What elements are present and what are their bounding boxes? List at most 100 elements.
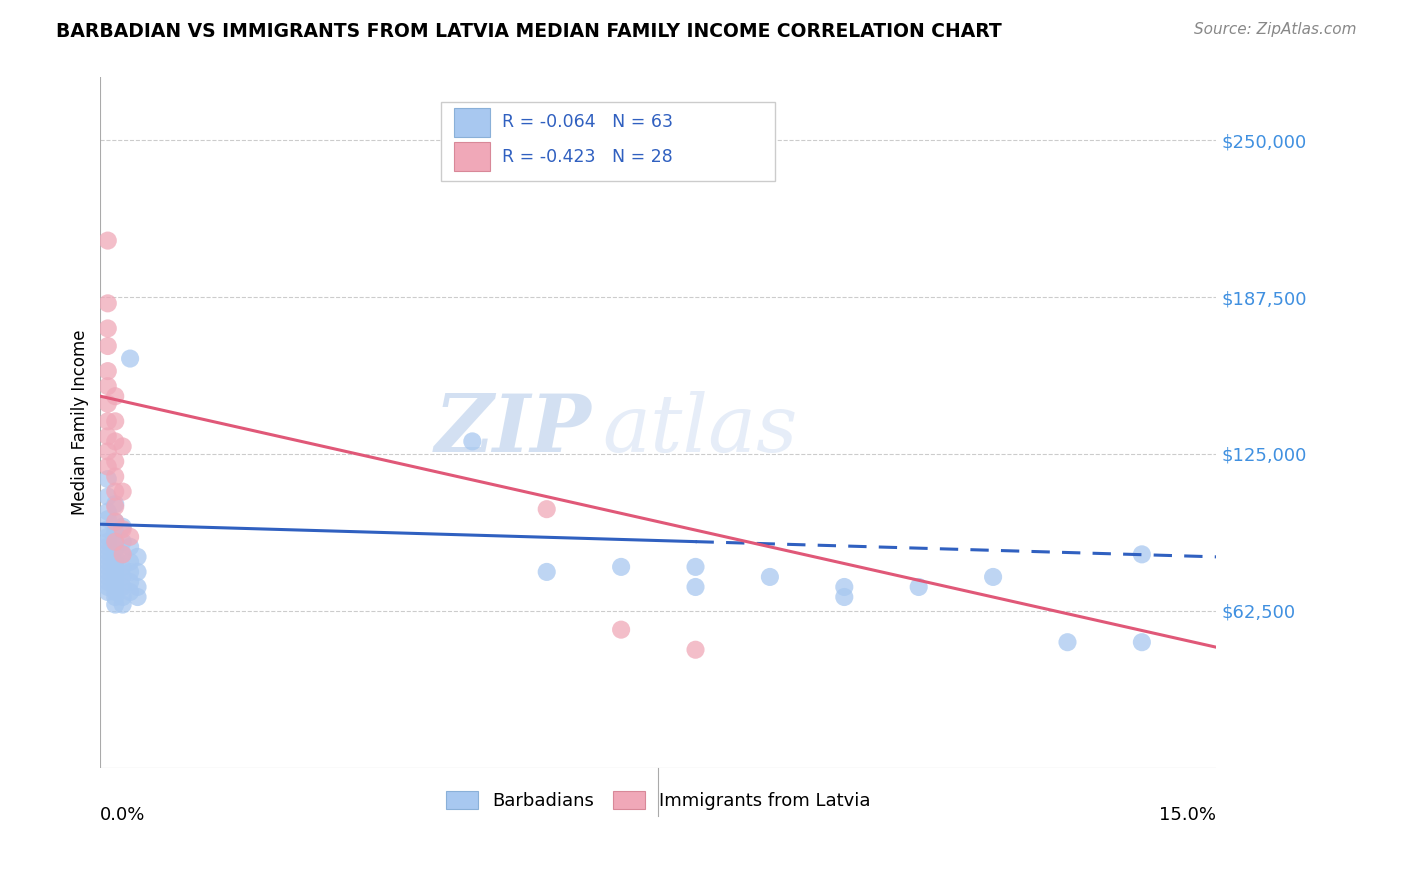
Point (104, 565, 127, 579)
Point (111, 547, 134, 561)
Y-axis label: Median Family Income: Median Family Income (72, 330, 89, 516)
Point (104, 542, 127, 557)
Point (104, 524, 127, 539)
Point (111, 598, 134, 612)
Point (536, 502, 558, 516)
Text: R = -0.064   N = 63: R = -0.064 N = 63 (502, 113, 673, 131)
Point (97, 459, 120, 474)
Point (104, 484, 127, 499)
Point (97, 540, 120, 554)
Point (104, 549, 127, 564)
Point (97, 364, 120, 378)
Point (907, 580, 929, 594)
Point (97, 574, 120, 589)
Point (97, 560, 120, 574)
Point (127, 549, 149, 564)
Point (104, 534, 127, 549)
Point (127, 565, 149, 579)
Point (610, 623, 633, 637)
Text: atlas: atlas (603, 391, 797, 468)
Point (981, 570, 1004, 584)
Point (97, 321, 120, 335)
Point (97, 555, 120, 569)
Point (97, 565, 120, 579)
Point (111, 534, 134, 549)
Point (104, 580, 127, 594)
Point (104, 574, 127, 589)
Point (97, 512, 120, 526)
Point (97, 379, 120, 393)
Point (104, 570, 127, 584)
Point (97, 549, 120, 564)
Point (104, 534, 127, 549)
Point (120, 351, 142, 366)
Point (104, 555, 127, 569)
Text: BARBADIAN VS IMMIGRANTS FROM LATVIA MEDIAN FAMILY INCOME CORRELATION CHART: BARBADIAN VS IMMIGRANTS FROM LATVIA MEDI… (56, 22, 1002, 41)
Bar (454, 143, 489, 171)
Point (97, 234, 120, 248)
Point (104, 590, 127, 604)
Point (610, 560, 633, 574)
Point (104, 515, 127, 529)
Text: Source: ZipAtlas.com: Source: ZipAtlas.com (1194, 22, 1357, 37)
Point (97, 296, 120, 310)
Point (97, 472, 120, 486)
Point (104, 515, 127, 529)
Point (104, 560, 127, 574)
Point (97, 545, 120, 559)
Point (1056, 635, 1078, 649)
Text: 0.0%: 0.0% (100, 805, 146, 823)
Point (127, 590, 149, 604)
Point (685, 642, 707, 657)
Point (104, 598, 127, 612)
Point (1130, 635, 1153, 649)
Point (120, 574, 142, 589)
Point (104, 389, 127, 403)
Point (111, 484, 134, 499)
Point (97, 534, 120, 549)
Point (111, 560, 134, 574)
Point (104, 469, 127, 483)
Text: ZIP: ZIP (434, 391, 592, 468)
Point (104, 585, 127, 599)
Point (104, 414, 127, 428)
Point (97, 585, 120, 599)
Point (111, 522, 134, 536)
Point (97, 414, 120, 428)
Point (97, 530, 120, 544)
FancyBboxPatch shape (440, 102, 776, 181)
Point (97, 522, 120, 536)
Point (104, 497, 127, 511)
Point (120, 530, 142, 544)
Point (97, 444, 120, 458)
Point (97, 429, 120, 443)
Bar (454, 108, 489, 136)
Point (111, 570, 134, 584)
Point (1130, 547, 1153, 561)
Point (104, 434, 127, 449)
Point (104, 454, 127, 468)
Point (97, 505, 120, 519)
Point (97, 397, 120, 411)
Point (111, 439, 134, 453)
Point (759, 570, 782, 584)
Point (97, 490, 120, 504)
Point (111, 547, 134, 561)
Point (120, 540, 142, 554)
Point (111, 590, 134, 604)
Legend: Barbadians, Immigrants from Latvia: Barbadians, Immigrants from Latvia (439, 783, 879, 817)
Point (120, 585, 142, 599)
Text: R = -0.423   N = 28: R = -0.423 N = 28 (502, 148, 673, 166)
Point (97, 339, 120, 353)
Point (685, 560, 707, 574)
Point (97, 570, 120, 584)
Point (120, 555, 142, 569)
Point (111, 520, 134, 534)
Point (832, 590, 855, 604)
Point (832, 580, 855, 594)
Point (461, 434, 484, 449)
Point (111, 580, 134, 594)
Point (127, 580, 149, 594)
Point (120, 565, 142, 579)
Point (685, 580, 707, 594)
